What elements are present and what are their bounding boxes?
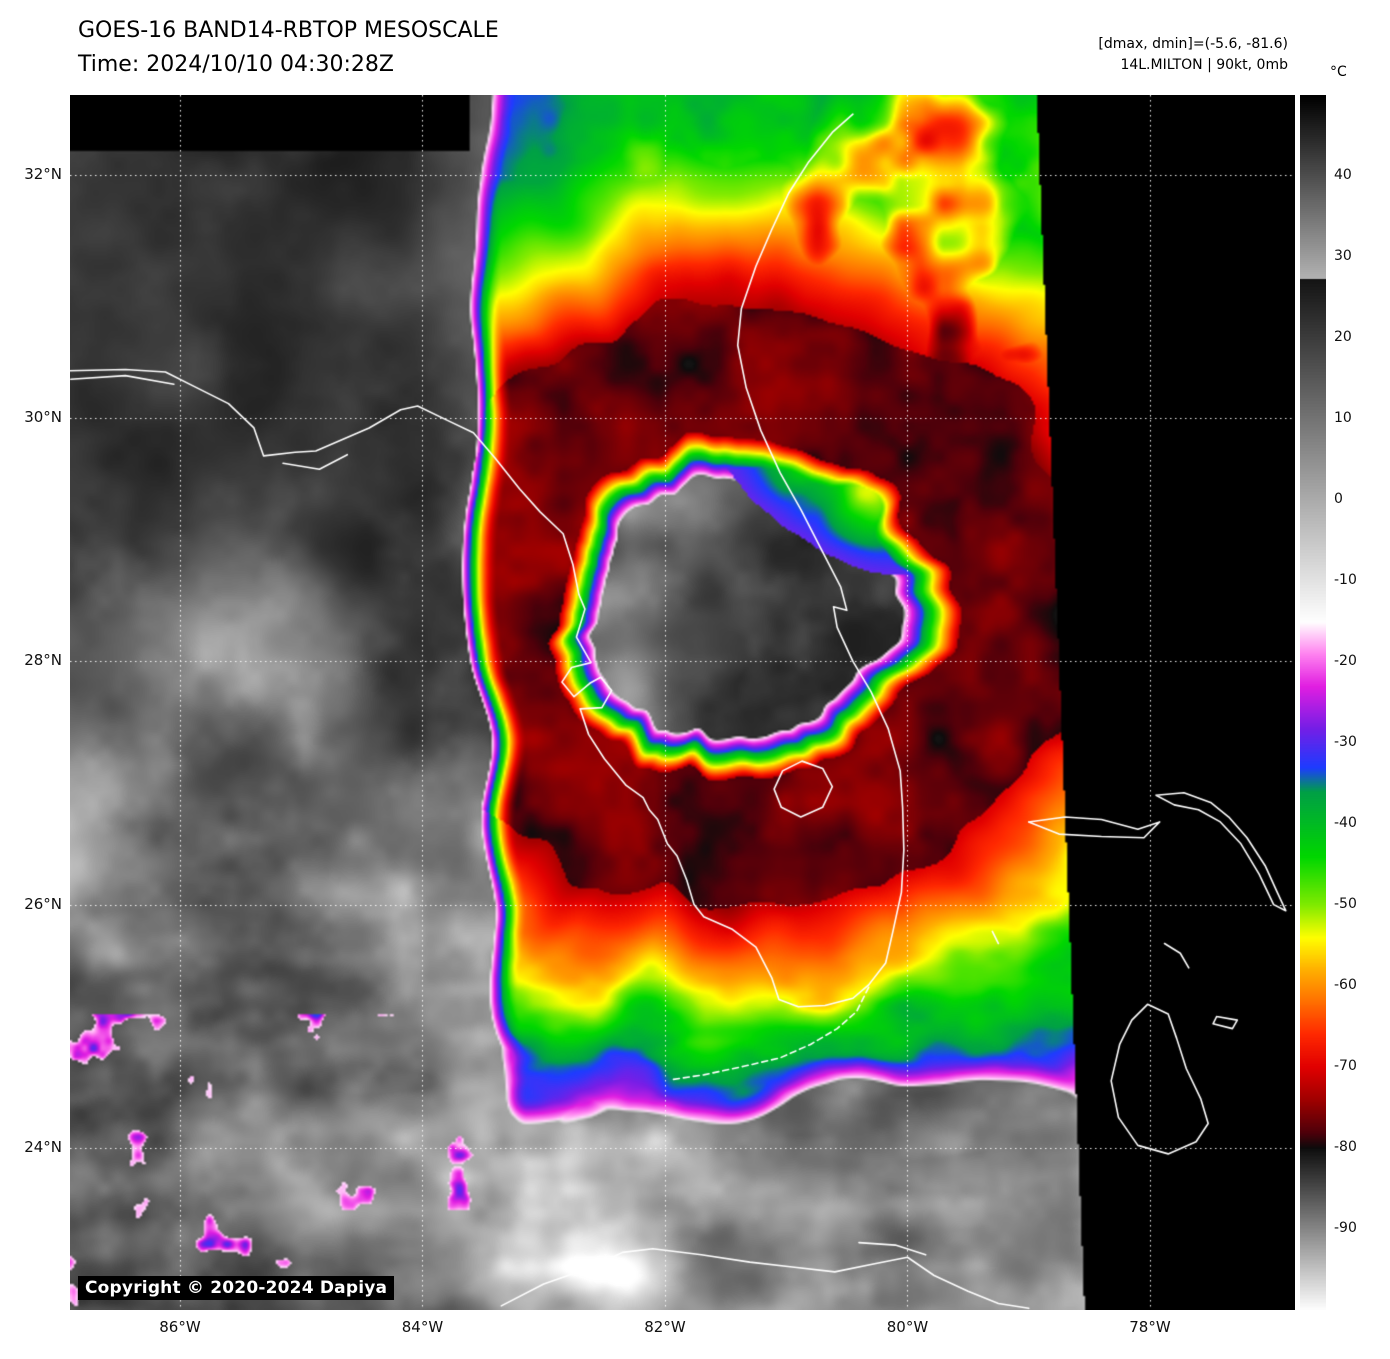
colorbar-tick-label: -50 xyxy=(1334,896,1357,912)
colorbar-tick-label: -40 xyxy=(1334,815,1357,831)
lon-tick-label: 84°W xyxy=(401,1318,444,1336)
colorbar-tick-label: -20 xyxy=(1334,653,1357,669)
satellite-map-area: Copyright © 2020-2024 Dapiya xyxy=(70,95,1295,1310)
lat-tick-label: 28°N xyxy=(24,651,62,670)
lat-tick-label: 30°N xyxy=(24,408,62,427)
lon-tick-label: 80°W xyxy=(886,1318,929,1336)
colorbar-tick-label: -70 xyxy=(1334,1058,1357,1074)
lat-tick-label: 32°N xyxy=(24,165,62,183)
lon-tick-label: 78°W xyxy=(1129,1318,1171,1336)
lat-tick-label: 24°N xyxy=(24,1137,62,1156)
lon-tick-label: 86°W xyxy=(159,1318,201,1336)
lat-tick-label: 26°N xyxy=(24,894,62,913)
colorbar-tick-label: 0 xyxy=(1334,491,1343,507)
colorbar-tick-label: -80 xyxy=(1334,1139,1357,1155)
colorbar-tick-label: 20 xyxy=(1334,329,1352,345)
colorbar-tick-label: -60 xyxy=(1334,977,1357,993)
lon-tick-label: 82°W xyxy=(644,1318,686,1336)
figure-title: GOES-16 BAND14-RBTOP MESOSCALE xyxy=(78,18,499,43)
colorbar-tick-label: 40 xyxy=(1334,167,1352,183)
colorbar-tick-label: 30 xyxy=(1334,248,1352,264)
colorbar-unit-label: °C xyxy=(1330,64,1347,80)
copyright-badge: Copyright © 2020-2024 Dapiya xyxy=(78,1276,395,1300)
storm-info-readout: 14L.MILTON | 90kt, 0mb xyxy=(1120,57,1288,73)
colorbar-tick-label: -30 xyxy=(1334,734,1357,750)
colorbar-tick-label: -90 xyxy=(1334,1220,1357,1236)
colorbar-tick-label: -10 xyxy=(1334,572,1357,588)
dmax-dmin-readout: [dmax, dmin]=(-5.6, -81.6) xyxy=(1098,36,1288,52)
figure-timestamp: Time: 2024/10/10 04:30:28Z xyxy=(78,52,394,77)
colorbar-tick-label: 10 xyxy=(1334,410,1352,426)
satellite-image-canvas xyxy=(70,95,1295,1310)
colorbar-canvas xyxy=(1300,95,1326,1310)
